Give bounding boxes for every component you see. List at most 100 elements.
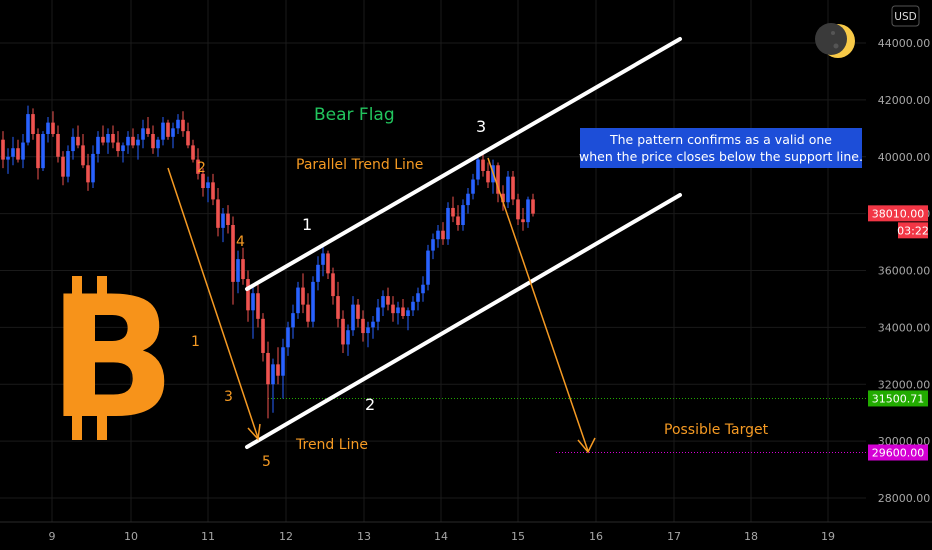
candle	[466, 188, 470, 214]
currency-button-label: USD	[894, 11, 916, 23]
svg-text:B: B	[48, 260, 176, 456]
x-tick-label: 16	[589, 530, 603, 543]
x-tick-label: 19	[821, 530, 835, 543]
candle	[286, 321, 290, 356]
candle	[376, 298, 380, 331]
candle	[431, 233, 435, 260]
candle	[356, 298, 360, 328]
price-axis[interactable]: 28000.0030000.0032000.0034000.0036000.00…	[866, 0, 932, 550]
candle	[116, 131, 120, 157]
candle	[191, 139, 195, 163]
flag-point-3: 3	[476, 117, 486, 136]
bear-flag-title: Bear Flag	[314, 105, 395, 125]
candle	[6, 148, 10, 174]
candle	[131, 128, 135, 149]
candle	[16, 139, 20, 163]
moon-icon	[815, 23, 855, 58]
candle	[341, 310, 345, 353]
candle	[386, 287, 390, 311]
bitcoin-logo: B	[48, 260, 176, 456]
candle	[481, 151, 485, 177]
candle	[261, 313, 265, 362]
candle	[216, 188, 220, 237]
x-tick-label: 15	[511, 530, 525, 543]
wave-label-5: 5	[262, 454, 271, 470]
candle	[206, 176, 210, 203]
currency-button[interactable]: USD	[891, 5, 920, 27]
lower-support-trend-line[interactable]	[245, 193, 682, 449]
candle	[66, 145, 70, 183]
candle	[451, 196, 455, 223]
candle	[351, 296, 355, 336]
target-arrow	[487, 157, 596, 454]
candle	[301, 273, 305, 314]
candle	[441, 222, 445, 245]
candle	[186, 122, 190, 149]
price-tag-label: 29600.00	[872, 447, 925, 460]
candle	[36, 128, 40, 180]
candle	[446, 202, 450, 245]
candle	[436, 225, 440, 248]
candle	[136, 134, 140, 160]
candle	[416, 287, 420, 311]
wave-label-1: 1	[191, 334, 200, 350]
candle	[311, 276, 315, 328]
candle	[381, 290, 385, 316]
candle	[251, 287, 255, 339]
price-tag: 31500.71	[868, 390, 928, 407]
info-callout: The pattern confirms as a valid one when…	[579, 128, 863, 168]
flag-point-2: 2	[365, 395, 375, 414]
candle	[151, 125, 155, 154]
candle	[231, 216, 235, 305]
candle	[281, 338, 285, 399]
candle	[71, 128, 75, 160]
candle	[396, 301, 400, 325]
candle	[336, 281, 340, 328]
candle	[271, 358, 275, 413]
x-tick-label: 13	[357, 530, 371, 543]
candle	[521, 207, 525, 231]
price-tag-label: 38010.00	[872, 207, 925, 220]
candle	[46, 116, 50, 143]
price-tags: 38010.00 03:22 31500.71 29600.00	[868, 205, 929, 461]
candle	[406, 307, 410, 331]
candle	[321, 244, 325, 277]
candle	[221, 207, 225, 243]
candle	[226, 205, 230, 234]
x-tick-label: 14	[434, 530, 448, 543]
candle	[426, 244, 430, 291]
y-tick-label: 40000.00	[878, 151, 931, 164]
candle	[496, 162, 500, 203]
candle	[211, 173, 215, 206]
candle	[236, 250, 240, 294]
upper-parallel-trend-line[interactable]	[245, 37, 682, 291]
candle	[246, 270, 250, 322]
candle	[506, 170, 510, 208]
candle	[156, 136, 160, 157]
price-tag: 38010.00 03:22	[868, 205, 929, 239]
wave-label-4: 4	[236, 234, 245, 250]
candle	[241, 247, 245, 285]
y-tick-label: 32000.00	[878, 378, 931, 391]
candle	[316, 256, 320, 291]
candle	[326, 250, 330, 280]
candle	[31, 108, 35, 140]
flag-point-1: 1	[302, 215, 312, 234]
candle	[501, 185, 505, 211]
y-tick-label: 34000.00	[878, 321, 931, 334]
candle	[161, 116, 165, 146]
candle	[51, 111, 55, 137]
candle	[461, 199, 465, 231]
countdown-label: 03:22	[897, 224, 929, 237]
candle	[171, 122, 175, 149]
wave-label-2: 2	[197, 160, 206, 176]
x-tick-label: 9	[49, 530, 56, 543]
candles	[1, 105, 535, 419]
candle	[91, 145, 95, 189]
time-axis[interactable]: 9 10 11 12 13 14 15 16 17 18 19	[0, 521, 932, 543]
candle	[176, 114, 180, 134]
candle	[101, 125, 105, 146]
candle	[421, 276, 425, 302]
candle	[296, 281, 300, 319]
